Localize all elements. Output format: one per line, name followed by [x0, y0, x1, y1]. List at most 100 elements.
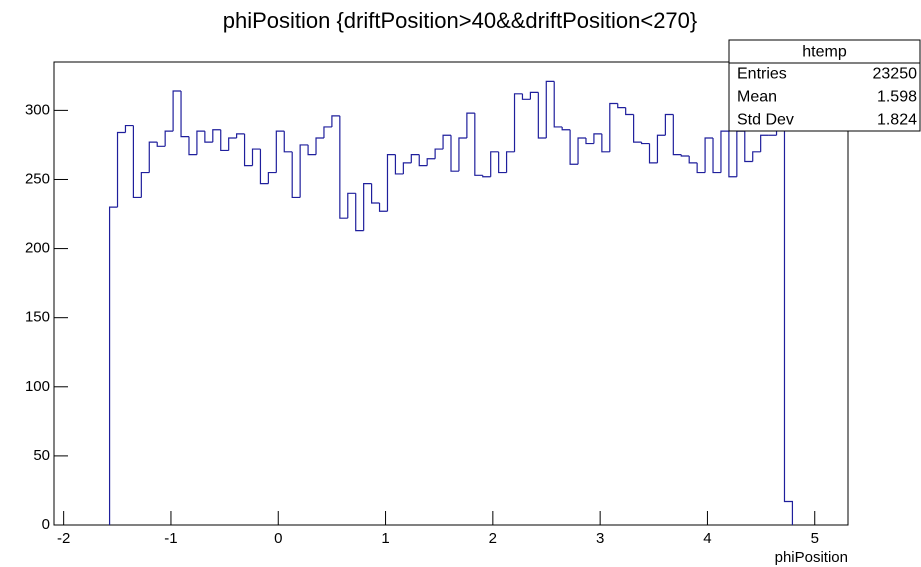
y-tick-label: 250: [25, 170, 50, 187]
x-axis-label: phiPosition: [775, 549, 848, 566]
x-tick-label: -1: [164, 530, 177, 547]
histogram-bin: [760, 134, 769, 152]
histogram-bin: [466, 112, 475, 139]
histogram-bin: [371, 183, 380, 204]
x-tick-label: 1: [381, 530, 389, 547]
histogram-bin: [720, 130, 729, 173]
stats-label: Entries: [737, 66, 787, 83]
histogram-bin: [498, 151, 507, 174]
plot-frame: [53, 61, 849, 526]
histogram-bin: [474, 113, 483, 176]
histogram-bin: [164, 130, 174, 147]
y-tick-label: 300: [25, 101, 50, 118]
histogram-bin: [783, 110, 794, 525]
x-tick-label: -2: [57, 530, 70, 547]
y-tick-label: 50: [33, 447, 50, 464]
histogram-bin: [410, 154, 420, 163]
histogram-bin: [418, 154, 428, 167]
histogram-bin: [148, 141, 158, 173]
histogram-bin: [712, 138, 721, 174]
histogram-bin: [458, 137, 467, 172]
histogram-bin: [521, 93, 531, 100]
histogram-bin: [545, 80, 555, 139]
histogram-bin: [283, 131, 293, 153]
histogram-bin: [664, 113, 674, 136]
x-tick-label: 0: [274, 530, 282, 547]
histogram-bin: [640, 142, 650, 145]
histogram-bin: [744, 131, 753, 163]
histogram-bin: [529, 91, 539, 100]
histogram-bin: [156, 142, 166, 147]
histogram-bin: [633, 114, 642, 143]
histogram-bin: [267, 171, 277, 184]
histogram-bin: [378, 202, 388, 212]
histogram-bin: [728, 131, 737, 178]
y-tick-label: 0: [42, 516, 50, 533]
histogram-bin: [140, 171, 150, 198]
histogram-bin: [116, 131, 126, 208]
histogram-bin: [426, 158, 436, 166]
histogram-bin: [172, 90, 182, 132]
stats-box: [728, 39, 921, 132]
stats-value: 1.598: [877, 89, 917, 106]
histogram-bin: [450, 135, 459, 172]
x-tick-label: 3: [596, 530, 604, 547]
histogram-bin: [323, 126, 332, 139]
histogram-bin: [251, 148, 261, 166]
histogram-bin: [704, 137, 714, 173]
histogram-bin: [672, 114, 682, 156]
chart-title: phiPosition {driftPosition>40&&driftPosi…: [223, 8, 698, 33]
histogram-bin: [243, 133, 253, 167]
stats-title: htemp: [802, 44, 847, 61]
histogram-bin: [561, 126, 571, 131]
stats-value: 1.824: [877, 112, 917, 129]
x-tick-label: 5: [811, 530, 819, 547]
x-tick-label: 4: [703, 530, 711, 547]
stats-label: Mean: [737, 89, 777, 106]
y-tick-label: 200: [25, 240, 50, 257]
histogram-bin: [188, 136, 197, 156]
histogram-bin: [434, 148, 444, 159]
histogram-bin: [394, 154, 404, 175]
histogram-bin: [402, 162, 412, 174]
histogram-bin: [339, 115, 348, 219]
histogram-bin: [315, 137, 324, 155]
histogram-bin: [593, 133, 602, 144]
histogram-bin: [656, 134, 666, 163]
histogram-bin: [347, 192, 356, 219]
histogram-bin: [204, 131, 213, 143]
histogram-bin: [442, 134, 451, 150]
histogram-bin: [609, 102, 618, 152]
histogram-bin: [625, 107, 634, 116]
histogram-bin: [220, 129, 229, 152]
histogram-bin: [513, 93, 523, 152]
histogram-bin: [569, 129, 579, 165]
histogram-bin: [601, 133, 610, 153]
histogram-bin: [299, 144, 309, 198]
histogram-bin: [577, 137, 586, 165]
histogram-bin: [108, 206, 118, 525]
histogram-bin: [196, 130, 205, 155]
histogram-bin: [736, 130, 745, 177]
histogram-bin: [259, 149, 269, 185]
histogram-bin: [363, 183, 372, 231]
histogram-bin: [307, 144, 317, 156]
histogram-bin: [537, 92, 547, 139]
y-tick-label: 150: [25, 309, 50, 326]
histogram-bin: [331, 115, 340, 127]
histogram-bin: [132, 125, 142, 199]
histogram-bin: [752, 151, 761, 162]
histogram-bin: [212, 129, 221, 143]
histogram-bin: [236, 133, 245, 139]
histogram-bin: [482, 175, 491, 178]
histogram-bin: [648, 143, 658, 164]
histogram-bin: [505, 151, 515, 173]
histogram-bin: [275, 130, 285, 173]
histogram-bin: [124, 124, 134, 133]
histogram-bin: [291, 151, 301, 199]
histogram-bin: [490, 151, 499, 177]
histogram-bin: [180, 91, 189, 138]
histogram-bin: [228, 137, 237, 151]
